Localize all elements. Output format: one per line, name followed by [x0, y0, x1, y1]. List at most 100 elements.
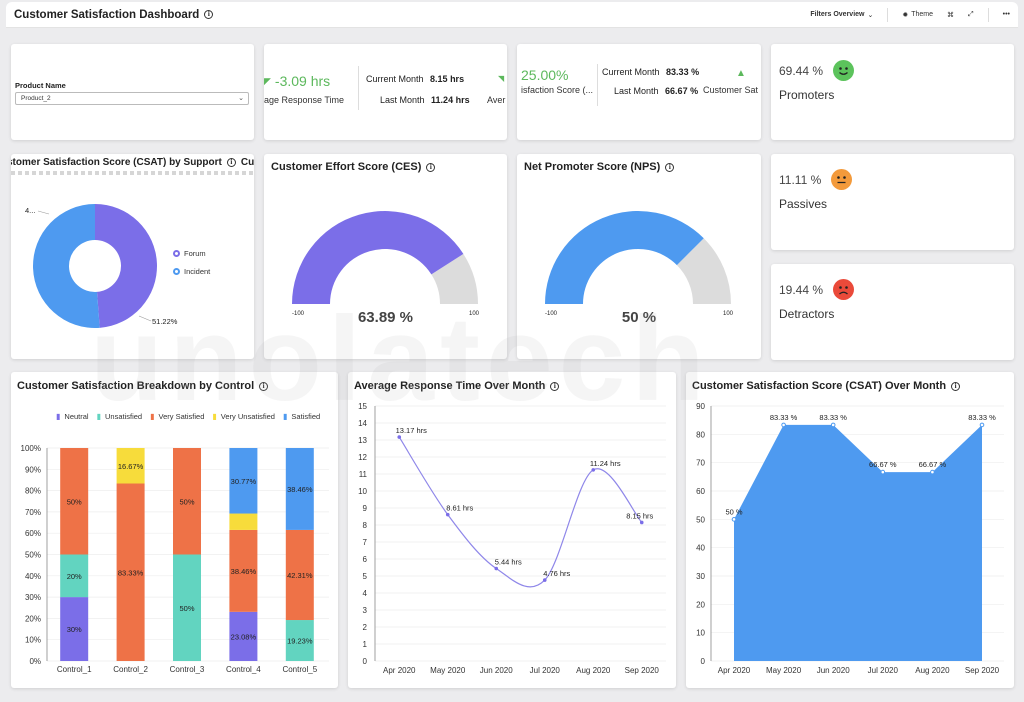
- breakdown-legend: ▮ Neutral ▮ Unsatisfied ▮ Very Satisfied ▮ V…: [56, 412, 336, 421]
- y-tick-label: 40%: [25, 572, 41, 581]
- bar-segment: [285, 529, 314, 621]
- legend-label: Neutral: [64, 412, 89, 421]
- detractors-pct: 19.44 %: [779, 282, 824, 297]
- x-tick-label: May 2020: [766, 666, 802, 675]
- passives-row: 11.11 %: [779, 169, 853, 190]
- x-tick-label: Control_4: [226, 665, 261, 674]
- kpi-next-label: Customer Sat: [703, 85, 759, 95]
- trend-icon: ◥: [498, 74, 505, 83]
- info-icon[interactable]: i: [204, 10, 214, 19]
- more-button[interactable]: •••: [1003, 11, 1010, 18]
- bar-chart-icon: ▮: [96, 412, 101, 421]
- view-button[interactable]: ⌘: [947, 11, 954, 19]
- y-tick-label: 0%: [29, 657, 41, 666]
- detractors-label: Detractors: [779, 307, 835, 321]
- y-tick-label: 15: [358, 402, 367, 411]
- filters-overview-button[interactable]: Filters Overview ⌄: [810, 11, 873, 19]
- data-label: 83.33 %: [770, 413, 798, 422]
- stacked-bar-chart: 0% 10% 20% 30% 40% 50% 60% 70% 80% 90% 100% 30% 20% 5…: [21, 444, 329, 674]
- y-tick-label: 5: [363, 572, 368, 581]
- donut-legend: Forum Incident: [173, 249, 210, 276]
- panel-title: stomer Satisfaction Score (CSAT) by Supp…: [11, 157, 254, 168]
- chevron-down-icon: ⌄: [238, 95, 244, 102]
- info-icon[interactable]: i: [951, 381, 961, 391]
- y-tick-label: 2: [363, 623, 368, 632]
- bar-segment: [285, 620, 314, 661]
- x-tick-label: Control_2: [113, 665, 148, 674]
- data-label: 38.46%: [231, 567, 257, 576]
- info-icon[interactable]: i: [426, 162, 436, 172]
- y-tick-label: 70: [696, 459, 705, 468]
- data-label: 8.15 hrs: [626, 511, 653, 520]
- info-icon[interactable]: i: [665, 162, 675, 172]
- data-label: 50%: [67, 497, 82, 506]
- legend-item-satisfied[interactable]: ▮ Satisfied: [283, 412, 320, 421]
- bar-segment: [173, 448, 201, 555]
- y-tick-label: 8: [363, 521, 368, 530]
- bar-chart-icon: ▮: [56, 412, 61, 421]
- info-icon[interactable]: i: [259, 381, 269, 391]
- bar-chart-icon: ▮: [150, 412, 155, 421]
- info-icon[interactable]: i: [226, 158, 236, 167]
- info-icon[interactable]: i: [550, 381, 560, 391]
- data-label: 19.23%: [287, 637, 313, 646]
- theme-button[interactable]: ✹ Theme: [902, 11, 933, 19]
- donut-label-top: 4...: [25, 206, 36, 215]
- data-point: [639, 520, 644, 525]
- data-label: 50 %: [725, 507, 742, 516]
- area-fill: [734, 424, 982, 661]
- fullscreen-button[interactable]: ⤢: [968, 11, 974, 19]
- x-tick-label: Aug 2020: [915, 666, 950, 675]
- gauge-track: [676, 238, 731, 304]
- y-tick-label: 80: [696, 430, 705, 439]
- leader-line: [37, 210, 50, 215]
- ces-gauge: [292, 211, 478, 304]
- gear-icon: ✹: [902, 11, 909, 19]
- legend-item-neutral[interactable]: ▮ Neutral: [56, 412, 89, 421]
- legend-item-forum[interactable]: Forum: [173, 249, 210, 258]
- more-icon: •••: [1002, 11, 1010, 18]
- y-tick-label: 60%: [25, 529, 41, 538]
- legend-item-incident[interactable]: Incident: [173, 267, 210, 276]
- legend-label: Very Unsatisfied: [220, 412, 275, 421]
- promoters-panel: 69.44 % Promoters: [771, 44, 1014, 140]
- y-tick-label: 20%: [25, 614, 41, 623]
- kpi-change: ◤ -3.09 hrs: [264, 73, 330, 89]
- y-tick-label: 50%: [25, 551, 41, 560]
- data-label: 83.33%: [118, 568, 144, 577]
- donut-label-bottom: 51.22%: [152, 317, 178, 326]
- divider: [887, 7, 889, 22]
- kpi-next-label: Aver: [487, 95, 506, 105]
- product-label: Product Name: [15, 81, 66, 90]
- data-point: [542, 578, 547, 582]
- gauge-track: [431, 253, 478, 304]
- y-tick-label: 14: [358, 419, 367, 428]
- breakdown-panel: Customer Satisfaction Breakdown by Contr…: [11, 372, 338, 688]
- legend-item-very-unsatisfied[interactable]: ▮ Very Unsatisfied: [212, 412, 275, 421]
- bar-chart-icon: ▮: [212, 412, 217, 421]
- legend-item-very-satisfied[interactable]: ▮ Very Satisfied: [150, 412, 204, 421]
- passives-panel: 11.11 % Passives: [771, 154, 1014, 250]
- product-filter-panel: Product Name Product_2 ⌄: [11, 44, 254, 140]
- data-point: [494, 566, 499, 571]
- y-tick-label: 10: [696, 629, 705, 638]
- x-tick-label: Jul 2020: [868, 666, 899, 675]
- app-header: Customer Satisfaction Dashboard i Filter…: [6, 2, 1018, 28]
- last-month-row: Last Month 66.67 %: [614, 86, 698, 96]
- y-tick-label: 0: [363, 657, 368, 666]
- y-tick-label: 30: [696, 572, 705, 581]
- donut-slice-forum: [95, 204, 157, 328]
- legend-item-unsatisfied[interactable]: ▮ Unsatisfied: [97, 412, 143, 421]
- data-label: 42.31%: [287, 571, 313, 580]
- last-month-row: Last Month 11.24 hrs: [380, 95, 470, 105]
- donut-slice-incident: [32, 204, 100, 328]
- data-label: 66.67 %: [919, 460, 947, 469]
- data-point: [930, 469, 935, 475]
- gauge-min: -100: [292, 311, 305, 317]
- product-select[interactable]: Product_2 ⌄: [15, 92, 249, 105]
- y-tick-label: 30%: [25, 593, 41, 602]
- kpi-label: isfaction Score (...: [521, 85, 594, 95]
- gauge-value: 63.89 %: [357, 309, 414, 326]
- neutral-face-icon: [831, 169, 853, 190]
- series-line: [398, 436, 643, 588]
